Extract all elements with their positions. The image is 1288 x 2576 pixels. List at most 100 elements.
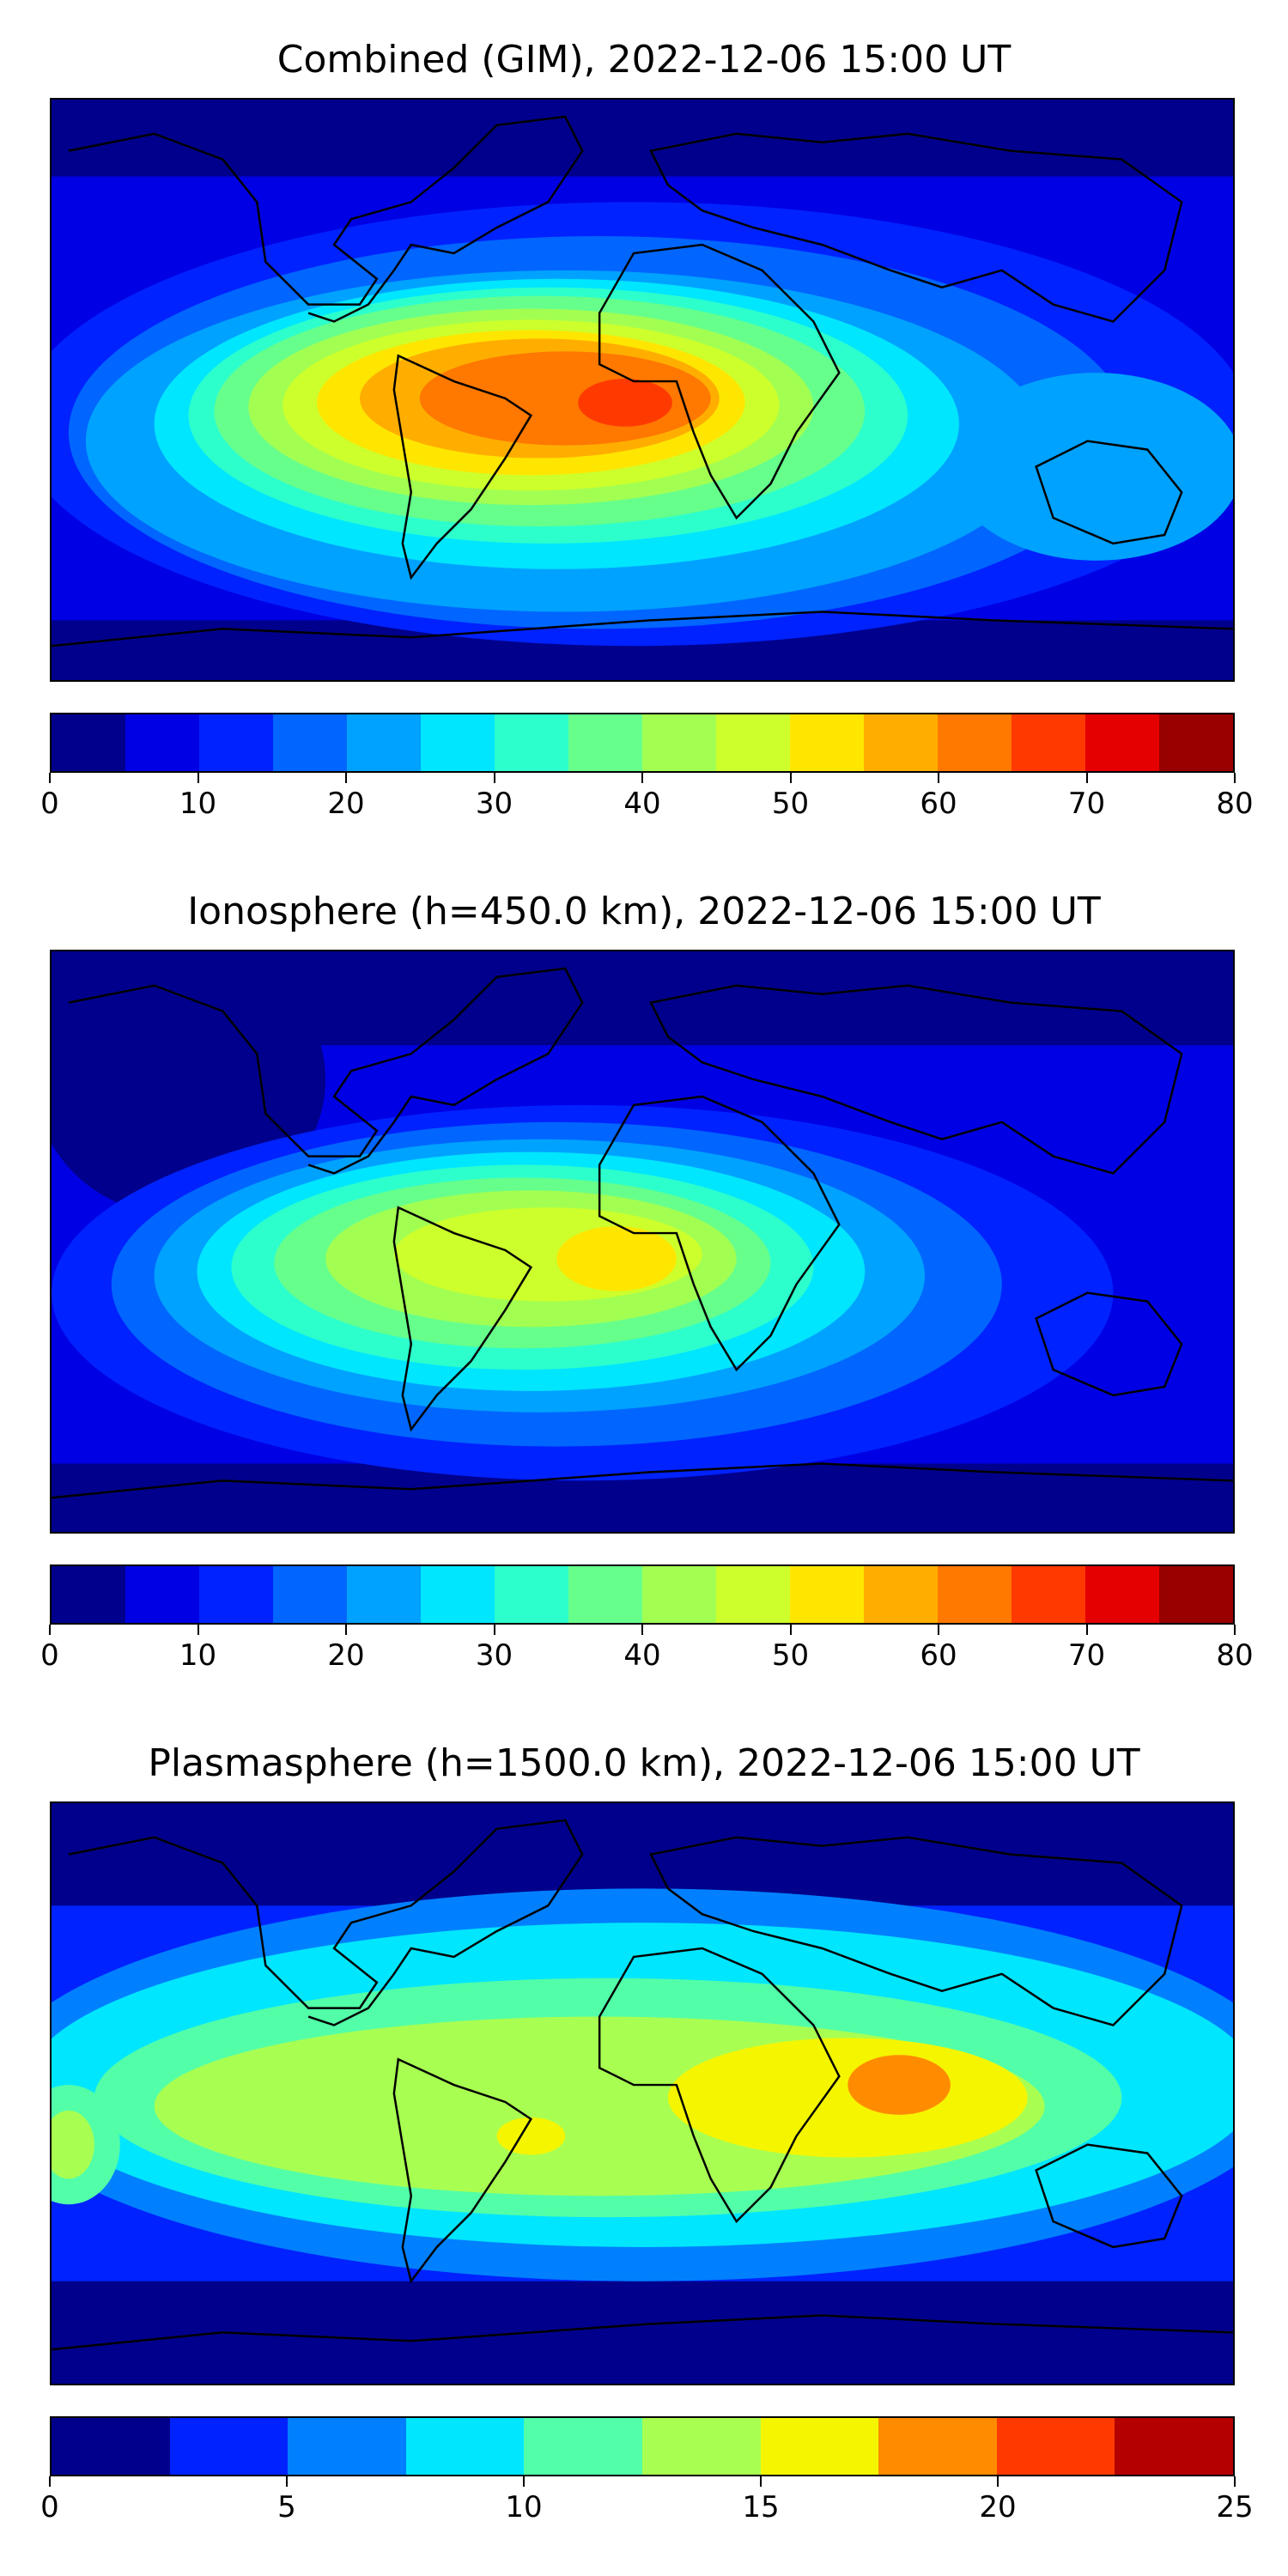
colorbar-tick-label: 20 <box>327 1638 365 1673</box>
colorbar-tick <box>345 773 347 783</box>
contour-fill <box>556 1226 677 1291</box>
contour-fill <box>848 2055 951 2115</box>
colorbar-segment <box>790 1566 864 1623</box>
colorbar-tick <box>493 773 495 783</box>
contour-fill <box>667 2038 1028 2158</box>
colorbar-tick-label: 50 <box>771 787 810 821</box>
antarctica-coast <box>52 2314 1233 2351</box>
colorbar-segment <box>642 1566 716 1623</box>
africa-coast <box>598 243 841 520</box>
colorbar-segment <box>199 714 273 771</box>
colorbar-segment <box>125 714 199 771</box>
colorbar-segment <box>1085 714 1159 771</box>
contour-fill <box>52 2110 94 2179</box>
colorbar-tick-label: 30 <box>475 787 513 821</box>
contour-fill <box>496 2117 566 2155</box>
colorbar-tick <box>1085 773 1088 783</box>
colorbar-tick-label: 0 <box>40 2490 59 2524</box>
colorbar-tick-label: 0 <box>40 787 59 821</box>
colorbar-tick-label: 40 <box>623 787 661 821</box>
colorbar-tick <box>641 1625 643 1635</box>
colorbar-tick <box>493 1625 495 1635</box>
contour-fill <box>52 2281 1233 2384</box>
colorbar-segment <box>790 714 864 771</box>
colorbar-tick-label: 10 <box>179 787 217 821</box>
coastlines <box>52 967 1233 1499</box>
colorbar-segment <box>864 714 938 771</box>
colorbar-tick-label: 60 <box>920 1638 957 1673</box>
colorbar-tick-label: 10 <box>505 2490 543 2524</box>
colorbar-tick <box>938 1625 939 1635</box>
colorbar-tick <box>1234 2476 1236 2487</box>
colorbar-segment <box>1159 1566 1233 1623</box>
panel-1-map[interactable] <box>50 98 1235 682</box>
colorbar-segment <box>125 1566 199 1623</box>
colorbar-segment <box>760 2418 879 2475</box>
colorbar-segment <box>1085 1566 1159 1623</box>
colorbar-segment <box>1159 714 1233 771</box>
colorbar-segment <box>199 1566 273 1623</box>
colorbar-tick-label: 5 <box>277 2490 296 2524</box>
australia-coast <box>1035 440 1183 545</box>
panel-2-colorbar <box>50 1564 1235 1625</box>
colorbar-segment <box>421 1566 495 1623</box>
colorbar-tick-label: 0 <box>40 1638 59 1673</box>
panel-3-map[interactable] <box>50 1801 1235 2385</box>
north-america-coast <box>68 967 584 1175</box>
panel-2-contour-field <box>52 951 1233 1532</box>
colorbar-tick-label: 10 <box>179 1638 217 1673</box>
colorbar-segment <box>864 1566 938 1623</box>
colorbar-tick <box>997 2476 999 2487</box>
colorbar-segment <box>938 1566 1012 1623</box>
colorbar-segment <box>273 1566 347 1623</box>
colorbar-tick <box>49 1625 51 1635</box>
colorbar-segment <box>878 2418 997 2475</box>
colorbar-segment <box>405 2418 525 2475</box>
colorbar-tick <box>286 2476 288 2487</box>
north-america-coast <box>68 115 584 323</box>
colorbar-segment <box>347 1566 421 1623</box>
panel-1-title: Combined (GIM), 2022-12-06 15:00 UT <box>276 38 1012 82</box>
colorbar-tick <box>49 2476 51 2487</box>
colorbar-segment <box>52 1566 125 1623</box>
colorbar-segment <box>642 714 716 771</box>
colorbar-tick-label: 70 <box>1067 787 1106 821</box>
panel-2-map[interactable] <box>50 950 1235 1534</box>
africa-coast <box>598 1095 841 1372</box>
panel-3-contour-field <box>52 1803 1233 2384</box>
colorbar-segment <box>347 714 421 771</box>
colorbar-tick <box>641 773 643 783</box>
colorbar-segment <box>273 714 347 771</box>
colorbar-segment <box>1115 2418 1233 2475</box>
colorbar-tick-label: 30 <box>475 1638 513 1673</box>
colorbar-segment <box>524 2418 642 2475</box>
colorbar-tick <box>197 1625 199 1635</box>
colorbar-segment <box>52 714 125 771</box>
australia-coast <box>1035 2143 1183 2249</box>
colorbar-tick-label: 40 <box>623 1638 661 1673</box>
colorbar-segment <box>1012 1566 1085 1623</box>
colorbar-segment <box>495 1566 568 1623</box>
colorbar-segment <box>288 2418 406 2475</box>
colorbar-segment <box>641 2418 761 2475</box>
africa-coast <box>598 1947 841 2224</box>
colorbar-tick <box>1085 1625 1088 1635</box>
coastlines <box>52 1819 1233 2351</box>
colorbar-segment <box>716 1566 790 1623</box>
south-america-coast <box>392 2057 533 2284</box>
colorbar-tick <box>1234 1625 1236 1635</box>
colorbar-tick <box>197 773 199 783</box>
colorbar-tick <box>1234 773 1236 783</box>
colorbar-tick-label: 20 <box>327 787 365 821</box>
colorbar-tick-label: 60 <box>920 787 957 821</box>
australia-coast <box>1035 1291 1183 1397</box>
eurasia-coast <box>649 1836 1183 2026</box>
colorbar-segment <box>52 2418 170 2475</box>
colorbar-tick-label: 25 <box>1216 2490 1254 2524</box>
colorbar-tick <box>938 773 939 783</box>
colorbar-segment <box>568 1566 642 1623</box>
colorbar-tick <box>345 1625 347 1635</box>
colorbar-tick <box>789 773 792 783</box>
panel-2-title: Ionosphere (h=450.0 km), 2022-12-06 15:0… <box>187 890 1101 933</box>
colorbar-segment <box>495 714 568 771</box>
